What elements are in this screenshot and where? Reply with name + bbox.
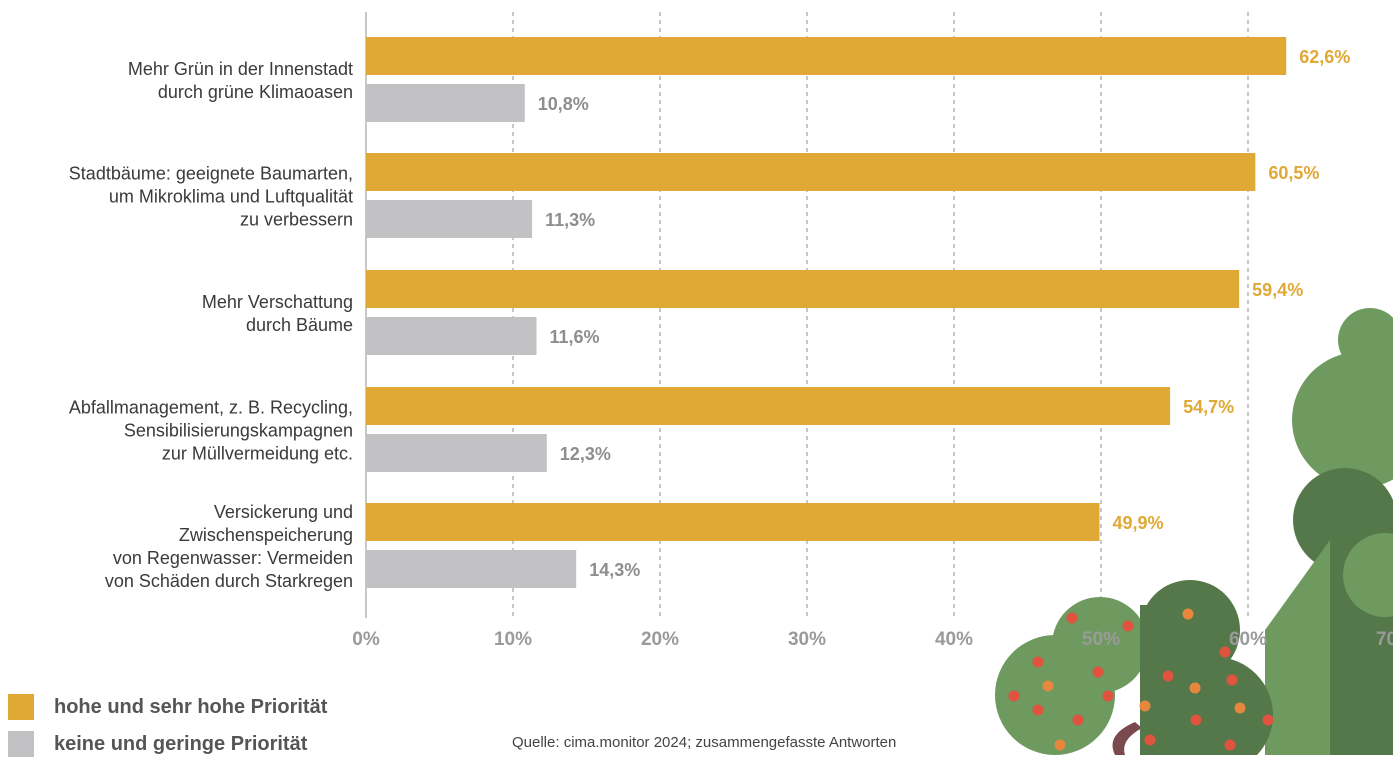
category-label: Sensibilisierungskampagnen	[124, 421, 353, 441]
fruit-dot	[1190, 714, 1202, 726]
category-label: Versickerung und	[214, 502, 353, 522]
category-label: von Regenwasser: Vermeiden	[113, 548, 353, 568]
x-tick-label: 10%	[494, 629, 532, 650]
fruit-dot	[1072, 714, 1084, 726]
fruit-dot	[1219, 646, 1231, 658]
tree-crown	[1343, 533, 1393, 617]
data-label: 62,6%	[1299, 47, 1350, 67]
fruit-dot	[1066, 612, 1078, 624]
category-label: Mehr Grün in der Innenstadt	[128, 59, 353, 79]
bar-high	[366, 503, 1100, 541]
category-label: von Schäden durch Starkregen	[105, 571, 353, 591]
tree-illustration	[995, 308, 1393, 755]
category-label: um Mikroklima und Luftqualität	[109, 187, 353, 207]
x-tick-label: 70%	[1376, 629, 1393, 650]
category-label: zu verbessern	[240, 210, 353, 230]
category-label: durch Bäume	[246, 315, 353, 335]
x-tick-label: 50%	[1082, 629, 1120, 650]
category-label: Stadtbäume: geeignete Baumarten,	[69, 164, 353, 184]
x-tick-label: 0%	[352, 629, 380, 650]
data-label: 14,3%	[589, 560, 640, 580]
data-label: 54,7%	[1183, 397, 1234, 417]
fruit-dot	[1032, 656, 1044, 668]
category-label: Mehr Verschattung	[202, 292, 353, 312]
bar-high	[366, 387, 1171, 425]
fruit-dot	[1054, 739, 1066, 751]
legend-label-high: hohe und sehr hohe Priorität	[54, 695, 328, 718]
legend-item-high: hohe und sehr hohe Priorität	[8, 694, 327, 720]
bar-low	[366, 317, 537, 355]
data-label: 12,3%	[560, 444, 611, 464]
fruit-dot	[1008, 690, 1020, 702]
fruit-dot	[1144, 734, 1156, 746]
source-note: Quelle: cima.monitor 2024; zusammengefas…	[512, 734, 897, 751]
fruit-dot	[1162, 670, 1174, 682]
tree-trunk	[1112, 722, 1142, 755]
bar-low	[366, 434, 547, 472]
category-label: Abfallmanagement, z. B. Recycling,	[69, 398, 353, 418]
data-label: 60,5%	[1268, 163, 1319, 183]
legend-item-low: keine und geringe Priorität	[8, 731, 307, 757]
fruit-dot	[1122, 620, 1134, 632]
category-label: durch grüne Klimaoasen	[158, 82, 353, 102]
bar-high	[366, 270, 1240, 308]
fruit-dot	[1102, 690, 1114, 702]
fruit-dot	[1139, 700, 1151, 712]
fruit-dot	[1262, 714, 1274, 726]
data-label: 11,3%	[545, 210, 595, 230]
data-label: 59,4%	[1252, 280, 1303, 300]
fruit-dot	[1226, 674, 1238, 686]
tree-crown	[1292, 352, 1393, 488]
category-label: Zwischenspeicherung	[179, 525, 353, 545]
fruit-dot	[1234, 702, 1246, 714]
fruit-dot	[1189, 682, 1201, 694]
fruit-dot	[1182, 608, 1194, 620]
bar-low	[366, 200, 533, 238]
legend-swatch-low	[8, 731, 34, 757]
category-label: zur Müllvermeidung etc.	[162, 444, 353, 464]
x-tick-label: 60%	[1229, 629, 1267, 650]
bar-high	[366, 37, 1287, 75]
data-label: 10,8%	[538, 94, 589, 114]
fruit-dot	[1042, 680, 1054, 692]
legend-label-low: keine und geringe Priorität	[54, 732, 308, 755]
x-tick-label: 30%	[788, 629, 826, 650]
bar-low	[366, 84, 525, 122]
tree-crown	[1140, 605, 1210, 755]
legend-swatch-high	[8, 694, 34, 720]
x-tick-label: 40%	[935, 629, 973, 650]
data-label: 11,6%	[550, 327, 600, 347]
fruit-dot	[1092, 666, 1104, 678]
fruit-dot	[1032, 704, 1044, 716]
bar-high	[366, 153, 1256, 191]
fruit-dot	[1224, 739, 1236, 751]
data-label: 49,9%	[1113, 513, 1164, 533]
bar-low	[366, 550, 577, 588]
x-tick-label: 20%	[641, 629, 679, 650]
